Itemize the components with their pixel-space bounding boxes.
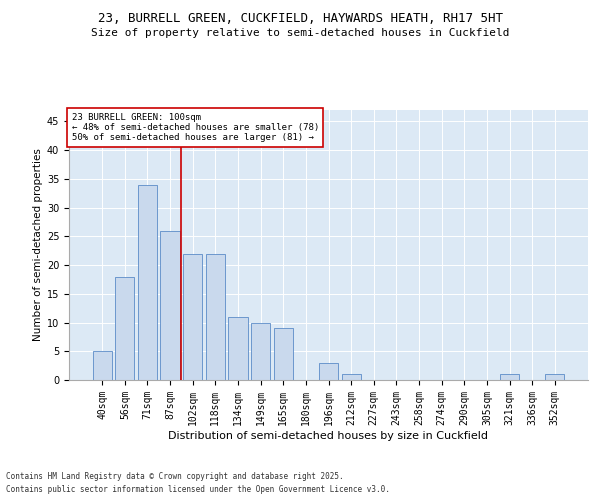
Bar <box>319 363 338 380</box>
Y-axis label: Number of semi-detached properties: Number of semi-detached properties <box>32 148 43 342</box>
Bar <box>206 254 225 380</box>
Bar <box>160 230 180 380</box>
Bar <box>92 352 112 380</box>
Bar <box>500 374 519 380</box>
Bar <box>545 374 565 380</box>
Bar <box>115 276 134 380</box>
Bar <box>229 317 248 380</box>
Text: Contains public sector information licensed under the Open Government Licence v3: Contains public sector information licen… <box>6 485 390 494</box>
Text: 23 BURRELL GREEN: 100sqm
← 48% of semi-detached houses are smaller (78)
50% of s: 23 BURRELL GREEN: 100sqm ← 48% of semi-d… <box>71 112 319 142</box>
Bar <box>251 322 270 380</box>
Bar <box>274 328 293 380</box>
Text: Contains HM Land Registry data © Crown copyright and database right 2025.: Contains HM Land Registry data © Crown c… <box>6 472 344 481</box>
Bar <box>341 374 361 380</box>
Bar <box>183 254 202 380</box>
Text: 23, BURRELL GREEN, CUCKFIELD, HAYWARDS HEATH, RH17 5HT: 23, BURRELL GREEN, CUCKFIELD, HAYWARDS H… <box>97 12 503 26</box>
X-axis label: Distribution of semi-detached houses by size in Cuckfield: Distribution of semi-detached houses by … <box>169 430 488 440</box>
Text: Size of property relative to semi-detached houses in Cuckfield: Size of property relative to semi-detach… <box>91 28 509 38</box>
Bar <box>138 184 157 380</box>
